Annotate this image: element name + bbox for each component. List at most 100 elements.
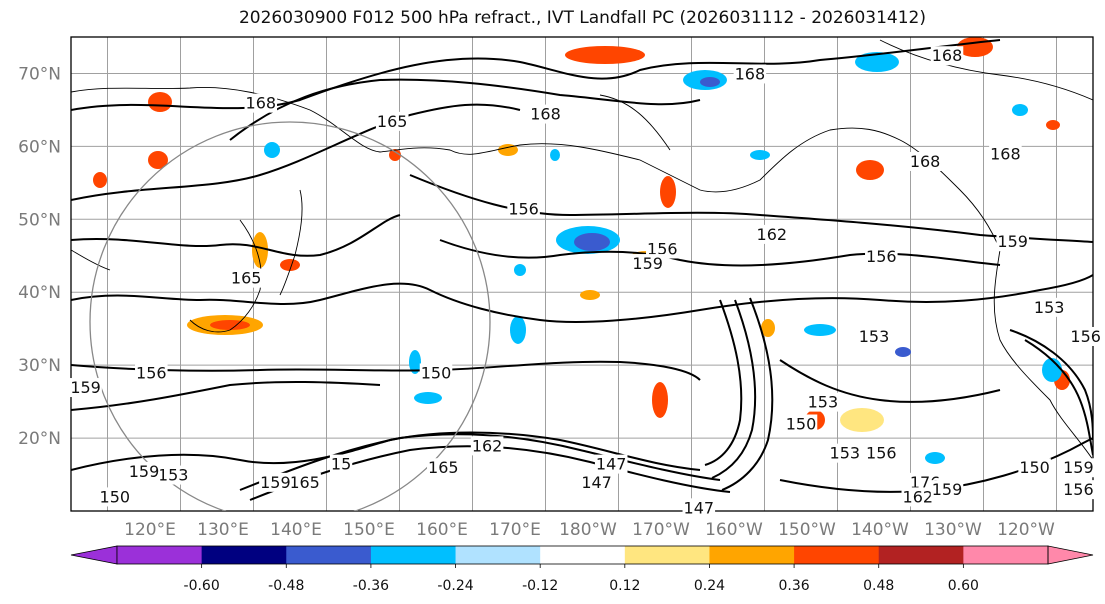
contour-label: 159 xyxy=(70,378,101,397)
contour-label-background xyxy=(646,239,679,259)
contour-label-background xyxy=(288,472,321,492)
contour-label-background xyxy=(156,465,190,485)
contour-label: 156 xyxy=(1070,327,1101,346)
longitude-tick-label: 160°E xyxy=(416,520,468,540)
contour-label-background xyxy=(135,363,168,383)
contour-label: 156 xyxy=(508,199,539,218)
contour-label: 15 xyxy=(331,455,351,474)
contour-label: 150 xyxy=(786,414,817,433)
contour-label: 168 xyxy=(932,46,963,65)
map-frame xyxy=(70,36,1094,512)
contour-label-background xyxy=(865,246,898,266)
contour-label-background xyxy=(375,111,409,131)
contour-label-background xyxy=(806,392,840,412)
colorbar-tick-label: -0.12 xyxy=(522,578,558,594)
contour-label-background xyxy=(507,199,540,219)
contour-label: 159 xyxy=(129,462,160,481)
contour-label: 147 xyxy=(596,455,627,474)
contour-label-background xyxy=(529,104,562,124)
contour-label-background xyxy=(229,268,263,288)
longitude-tick-label: 150°W xyxy=(778,520,836,540)
contour-label: 153 xyxy=(808,393,839,412)
contour-label-background xyxy=(259,472,292,492)
contour-label: 162 xyxy=(757,225,788,244)
contour-label: 150 xyxy=(421,363,452,382)
contour-label-background xyxy=(865,443,898,463)
colorbar-tick-label: -0.36 xyxy=(353,578,389,594)
colorbar-segment xyxy=(201,546,287,564)
contour-label-background xyxy=(1032,297,1066,317)
contour-label-background xyxy=(755,224,789,244)
longitude-tick-label: 140°W xyxy=(851,520,909,540)
contour-label-background xyxy=(930,46,964,66)
contour-label-background xyxy=(419,363,453,383)
contour-label-background xyxy=(127,461,161,481)
contour-label: 159 xyxy=(1063,458,1094,477)
latitude-tick-label: 60°N xyxy=(18,137,61,157)
contour-label: 156 xyxy=(1063,480,1094,499)
contour-label: 168 xyxy=(990,145,1021,164)
colorbar-tick-label: 0.24 xyxy=(694,578,725,594)
colorbar-tick-label: 0.48 xyxy=(863,578,894,594)
contour-label-background xyxy=(1069,326,1102,346)
contour-label-background xyxy=(470,436,504,456)
contour-label: 156 xyxy=(136,363,167,382)
contour-label: 147 xyxy=(581,473,612,492)
contour-label-background xyxy=(1018,458,1051,478)
contour-label-background xyxy=(908,151,942,171)
colorbar-segment xyxy=(709,546,795,564)
colorbar-tick-label: 0.12 xyxy=(609,578,640,594)
contour-label: 162 xyxy=(903,487,934,506)
contour-label: 156 xyxy=(866,247,897,266)
colorbar-tick-label: 0.36 xyxy=(779,578,810,594)
contour-label-background xyxy=(427,458,460,478)
contour-label-background xyxy=(857,326,891,346)
colorbar-segment xyxy=(286,546,372,564)
colorbar: -0.60 -0.48 -0.36 -0.24 -0.12 0.12 0.24 0.36 0.4… xyxy=(70,545,1094,594)
contour-label-background xyxy=(244,93,278,113)
latitude-tick-label: 40°N xyxy=(18,283,61,303)
contour-label: 147 xyxy=(684,498,715,517)
contour-label-background xyxy=(580,472,613,492)
contour-label: 156 xyxy=(866,444,897,463)
longitude-tick-label: 170°E xyxy=(489,520,541,540)
colorbar-segment xyxy=(540,546,626,564)
refractivity-anomaly-shading xyxy=(93,37,1070,464)
contour-label-background xyxy=(98,487,132,507)
contour-label: 159 xyxy=(260,473,291,492)
longitude-tick-labels: 120°E 130°E 140°E 150°E 160°E 170°E 180°W 170°W… xyxy=(124,520,1055,540)
colorbar-tick-label: -0.60 xyxy=(184,578,220,594)
contour-label: 153 xyxy=(830,444,861,463)
contour-label: 159 xyxy=(997,232,1028,251)
colorbar-segment xyxy=(794,546,880,564)
colorbar-segment xyxy=(624,546,710,564)
contour-label-background xyxy=(996,232,1029,252)
longitude-tick-label: 180°W xyxy=(559,520,617,540)
contour-label: 153 xyxy=(859,327,890,346)
contour-label-background xyxy=(594,454,628,474)
contour-label-background xyxy=(930,480,964,500)
colorbar-segment xyxy=(455,546,541,564)
latitude-tick-label: 30°N xyxy=(18,356,61,376)
contour-label: 150 xyxy=(1019,458,1050,477)
colorbar-outline xyxy=(116,545,1049,565)
longitude-tick-label: 130°E xyxy=(197,520,249,540)
colorbar-tick-label: -0.24 xyxy=(437,578,473,594)
contour-label: 159 xyxy=(932,480,963,499)
contour-label: 159 xyxy=(632,254,663,273)
contour-label: 165 xyxy=(428,458,459,477)
latitude-tick-label: 50°N xyxy=(18,210,61,230)
contour-label: 162 xyxy=(472,436,503,455)
latitude-tick-label: 20°N xyxy=(18,429,61,449)
colorbar-segment xyxy=(963,546,1049,564)
latitude-tick-labels: 20°N 30°N 40°N 50°N 60°N 70°N xyxy=(18,64,61,449)
contour-label: 165 xyxy=(231,269,262,288)
longitude-tick-label: 160°W xyxy=(705,520,763,540)
contour-label: 150 xyxy=(100,487,131,506)
contour-label: 156 xyxy=(647,239,678,258)
contour-label: 165 xyxy=(377,112,408,131)
colorbar-segment xyxy=(878,546,964,564)
latitude-tick-label: 70°N xyxy=(18,64,61,84)
contour-label-background xyxy=(1062,480,1095,500)
